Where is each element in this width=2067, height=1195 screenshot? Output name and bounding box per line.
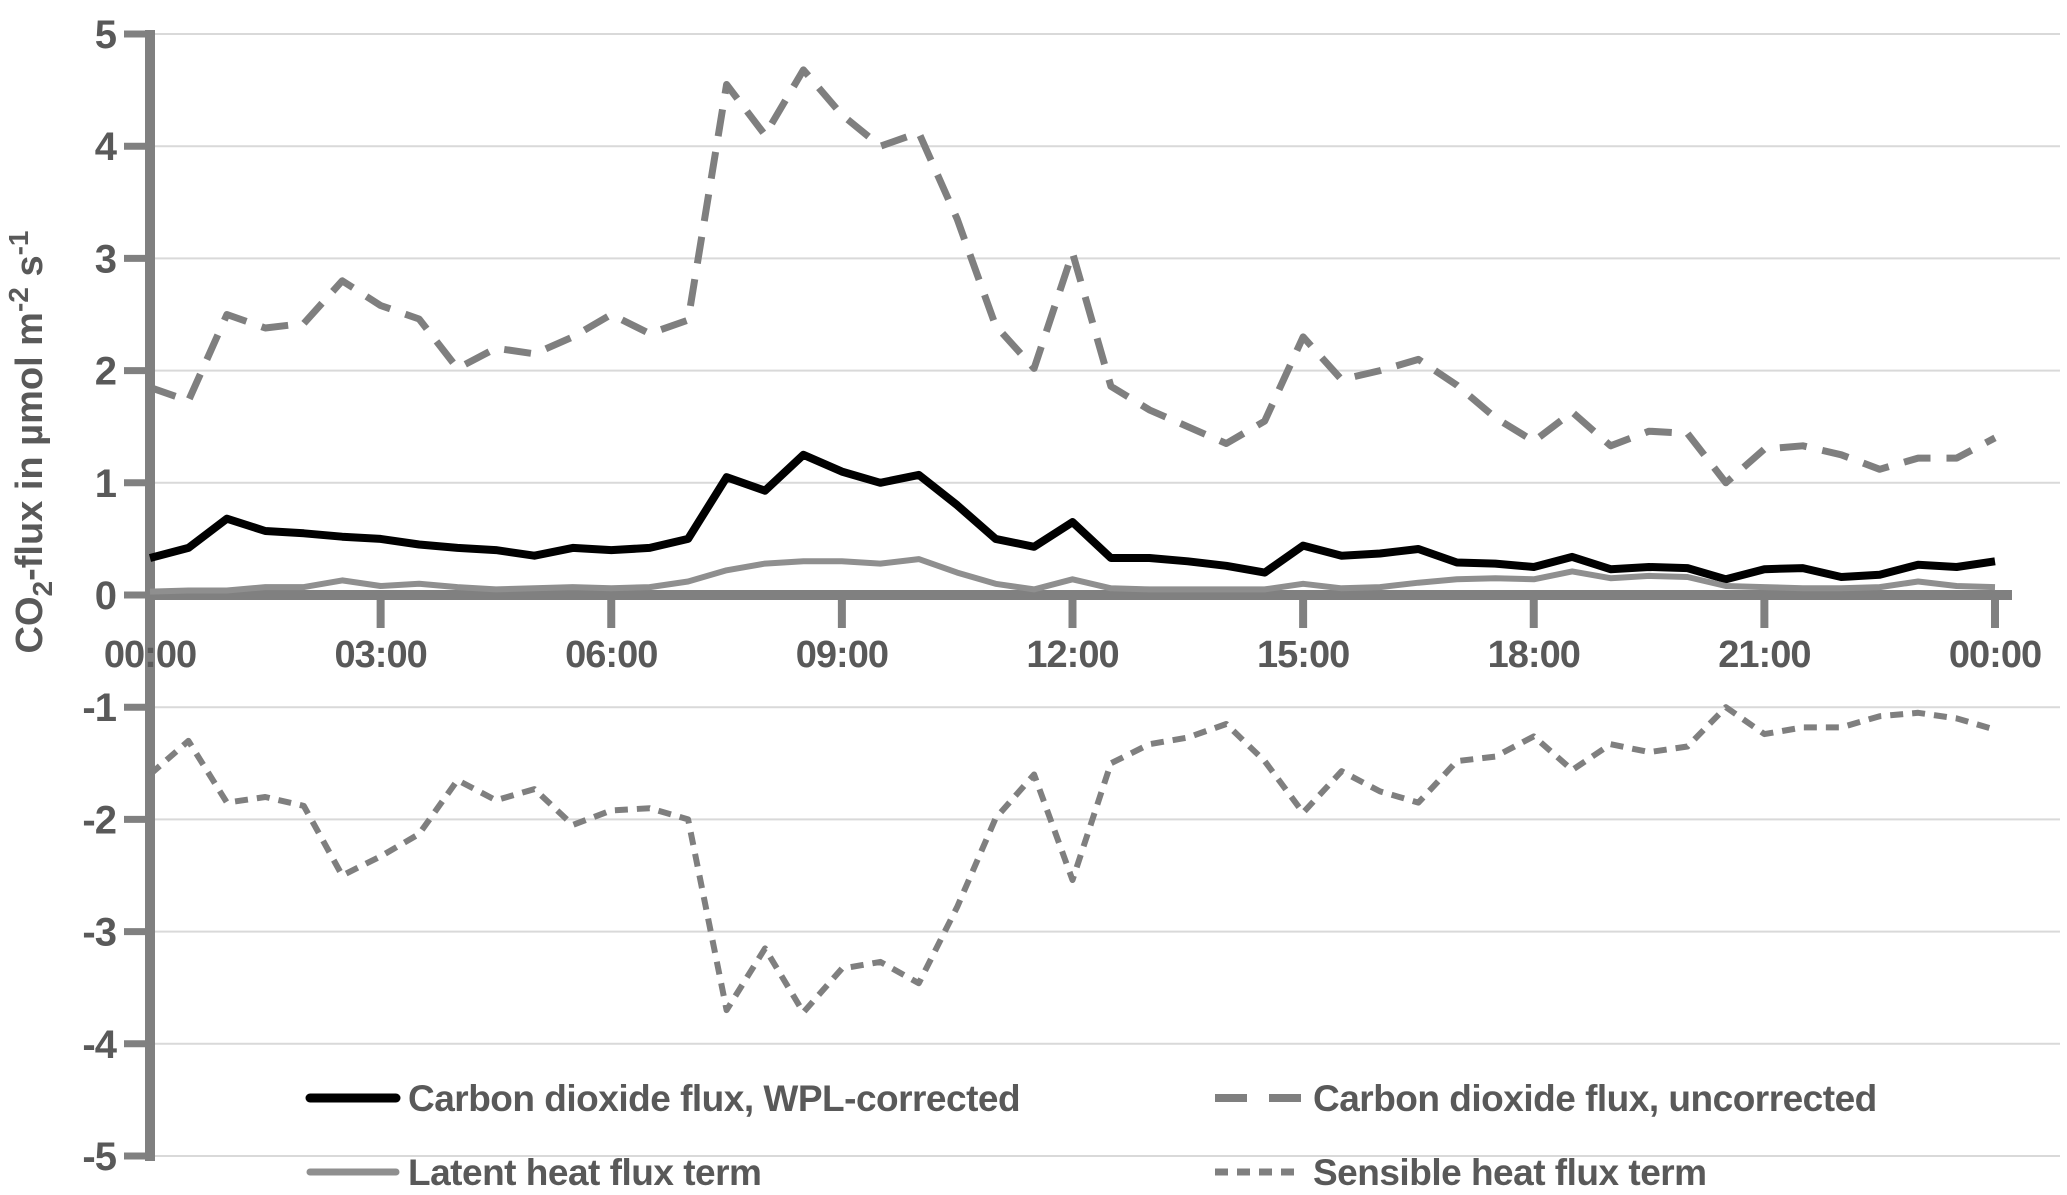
legend: Carbon dioxide flux, WPL-corrected Carbon…: [305, 1078, 1877, 1193]
y-tick-label: 0: [95, 574, 116, 618]
legend-item-carbon-dioxide-flux-uncorrected: Carbon dioxide flux, uncorrected: [1215, 1078, 1877, 1119]
gridlines: [150, 33, 2060, 1157]
y-tick-label: -4: [82, 1023, 117, 1067]
y-tick-label: 4: [95, 125, 118, 169]
x-tick-label: 21:00: [1718, 634, 1810, 676]
y-axis-title-text: CO2-flux in µmol m-2 s-1: [3, 231, 58, 654]
legend-label: Carbon dioxide flux, WPL-corrected: [408, 1078, 1020, 1119]
x-tick-label: 09:00: [796, 634, 888, 676]
legend-item-sensible-heat-flux-term: Sensible heat flux term: [1215, 1152, 1707, 1193]
series-carbon-dioxide-flux-wpl-corrected: [148, 450, 1996, 584]
y-tick-label: 3: [95, 237, 116, 281]
y-axis-title: CO2-flux in µmol m-2 s-1: [3, 231, 58, 654]
y-tick-label: 2: [95, 350, 116, 394]
x-tick-label: 18:00: [1488, 634, 1580, 676]
y-tick-label: -2: [82, 798, 116, 842]
legend-label: Latent heat flux term: [408, 1152, 761, 1193]
y-tick-label: -5: [82, 1135, 116, 1179]
y-tick-label: 1: [95, 462, 117, 506]
legend-label: Carbon dioxide flux, uncorrected: [1313, 1078, 1877, 1119]
y-tick-label: -3: [82, 911, 116, 955]
series-sensible-heat-flux-term: [148, 704, 1996, 1016]
series-latent-heat-flux-term: [149, 556, 1996, 595]
x-tick-label: 03:00: [335, 634, 427, 676]
y-tick-label: -1: [82, 686, 116, 730]
x-axis: 00:00 03:00 06:00 09:00 12:00 15:00 18:00 21:00…: [104, 590, 2042, 676]
x-tick-label: 00:00: [1949, 634, 2041, 676]
legend-item-latent-heat-flux-term: Latent heat flux term: [306, 1152, 762, 1193]
y-tick-label: 5: [95, 13, 117, 57]
x-tick-label: 06:00: [565, 634, 657, 676]
x-tick-label: 15:00: [1257, 634, 1349, 676]
legend-item-carbon-dioxide-flux-wpl-corrected: Carbon dioxide flux, WPL-corrected: [305, 1078, 1021, 1119]
x-tick-label: 00:00: [104, 634, 196, 676]
x-tick-label: 12:00: [1026, 634, 1118, 676]
legend-label: Sensible heat flux term: [1313, 1152, 1707, 1193]
